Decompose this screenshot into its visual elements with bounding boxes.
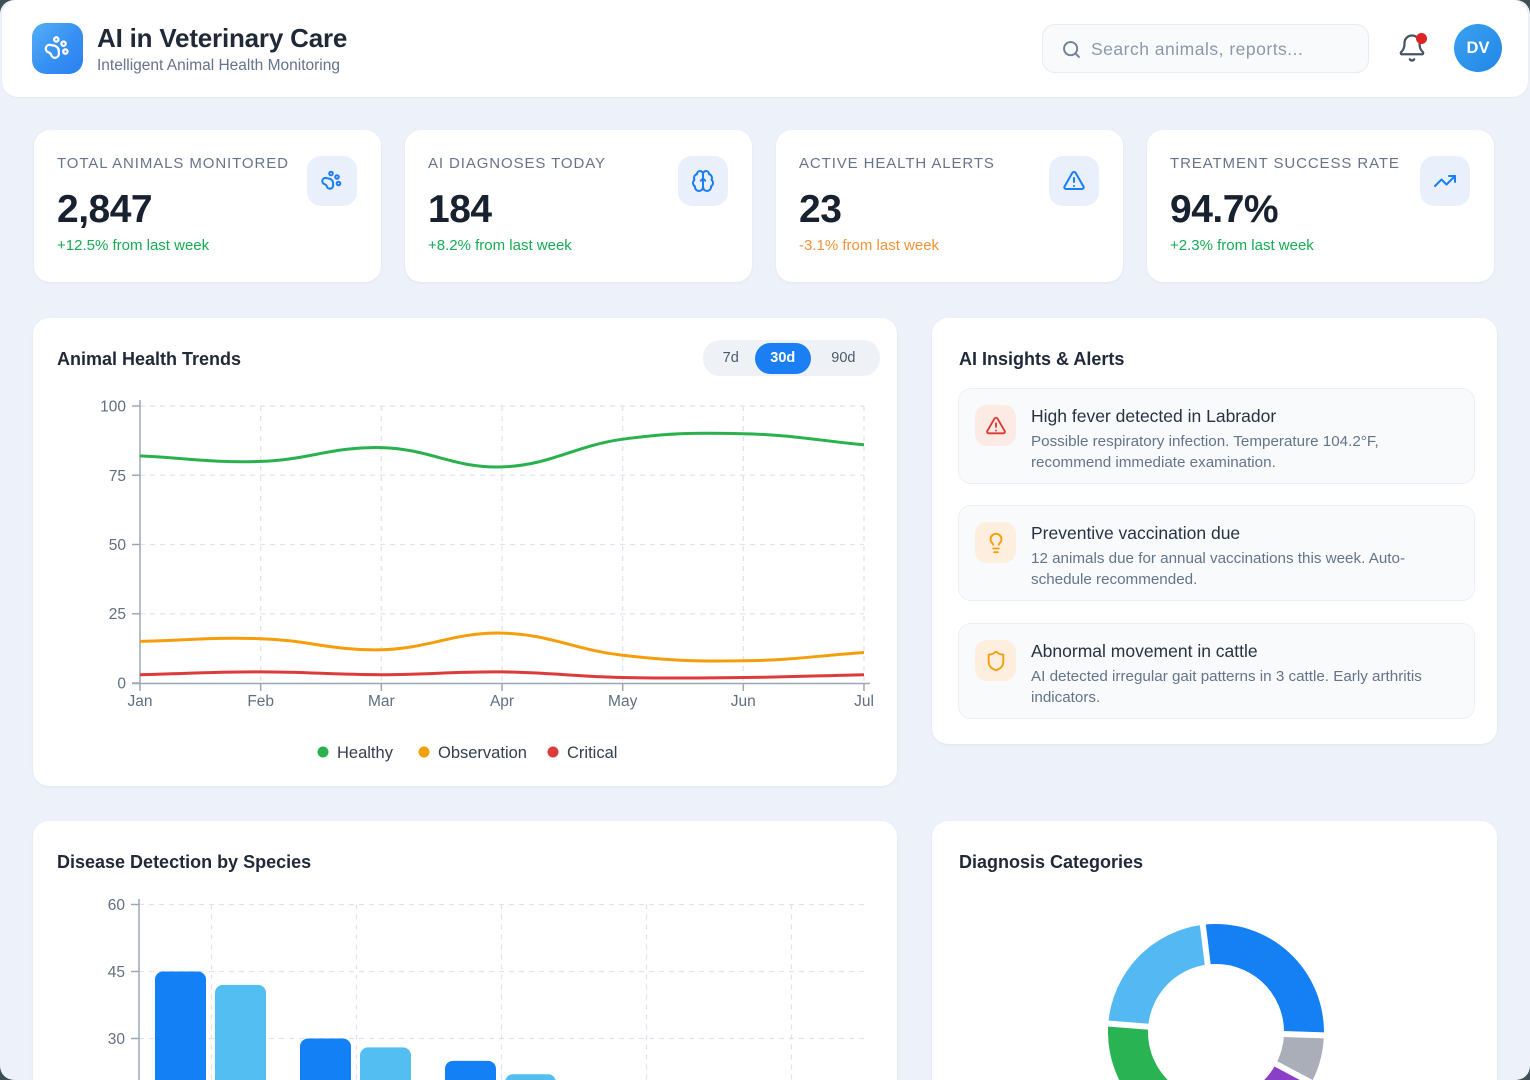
- svg-text:Apr: Apr: [490, 693, 514, 710]
- svg-text:Jun: Jun: [731, 693, 756, 710]
- svg-text:25: 25: [109, 606, 126, 623]
- svg-text:Jul: Jul: [854, 693, 874, 710]
- svg-text:Observation: Observation: [438, 744, 527, 762]
- svg-text:50: 50: [109, 537, 127, 554]
- svg-text:60: 60: [108, 897, 126, 914]
- svg-text:30: 30: [108, 1031, 126, 1048]
- svg-text:Critical: Critical: [567, 744, 617, 762]
- svg-text:May: May: [608, 693, 638, 710]
- svg-text:Mar: Mar: [368, 693, 395, 710]
- svg-text:Jan: Jan: [128, 693, 153, 710]
- svg-text:Healthy: Healthy: [337, 744, 394, 762]
- svg-text:Feb: Feb: [247, 693, 274, 710]
- svg-text:100: 100: [100, 399, 126, 416]
- svg-text:75: 75: [109, 468, 126, 485]
- svg-text:0: 0: [117, 676, 126, 693]
- svg-text:45: 45: [108, 964, 125, 981]
